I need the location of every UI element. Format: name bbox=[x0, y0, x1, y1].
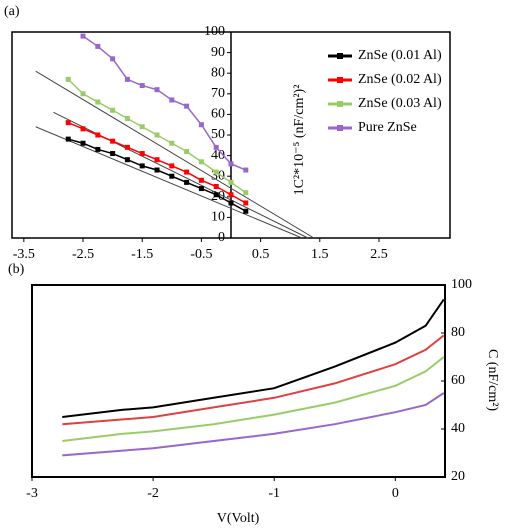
x-tick-label: 1.5 bbox=[311, 247, 329, 262]
data-point bbox=[95, 132, 101, 138]
y-tick-label: 20 bbox=[451, 469, 465, 484]
y-tick-label: 40 bbox=[451, 421, 465, 436]
plot-frame bbox=[31, 284, 446, 478]
data-point bbox=[80, 126, 86, 132]
data-point bbox=[184, 169, 190, 175]
data-point bbox=[243, 208, 249, 214]
y-tick-label: 80 bbox=[211, 65, 225, 80]
data-point bbox=[65, 76, 71, 82]
legend-label: Pure ZnSe bbox=[358, 120, 417, 135]
data-point bbox=[184, 179, 190, 185]
data-point bbox=[184, 148, 190, 154]
data-point bbox=[139, 163, 145, 169]
data-point bbox=[124, 157, 130, 163]
y-tick-label: 60 bbox=[451, 373, 465, 388]
legend-marker bbox=[337, 125, 343, 131]
data-point bbox=[169, 97, 175, 103]
x-axis-title: V(Volt) bbox=[217, 511, 260, 526]
legend-marker bbox=[337, 101, 343, 107]
legend-label: ZnSe (0.02 Al) bbox=[358, 72, 442, 87]
data-point bbox=[110, 151, 116, 157]
data-point bbox=[213, 144, 219, 150]
data-point bbox=[95, 146, 101, 152]
data-point bbox=[124, 144, 130, 150]
data-point bbox=[198, 186, 204, 192]
x-tick-label: -3 bbox=[26, 486, 38, 501]
y-tick-label: 90 bbox=[211, 45, 225, 60]
data-point bbox=[80, 140, 86, 146]
data-point bbox=[65, 120, 71, 126]
data-point bbox=[110, 138, 116, 144]
y-tick-label: 50 bbox=[211, 127, 225, 142]
data-point bbox=[124, 116, 130, 122]
data-point bbox=[154, 157, 160, 163]
data-point bbox=[228, 200, 234, 206]
data-point bbox=[80, 91, 86, 97]
y-tick-label: 70 bbox=[211, 86, 225, 101]
x-tick-label: -1 bbox=[268, 486, 280, 501]
series-line bbox=[62, 392, 445, 457]
y-tick-label: 100 bbox=[451, 277, 472, 292]
data-point bbox=[243, 167, 249, 173]
data-point bbox=[198, 122, 204, 128]
panel-label: (a) bbox=[4, 4, 20, 19]
data-point bbox=[139, 83, 145, 89]
data-point bbox=[95, 43, 101, 49]
data-point bbox=[169, 173, 175, 179]
data-point bbox=[243, 200, 249, 206]
data-point bbox=[154, 132, 160, 138]
x-tick-label: -1.5 bbox=[131, 247, 153, 262]
y-tick-label: 40 bbox=[211, 148, 225, 163]
x-tick-label: 2.5 bbox=[370, 247, 388, 262]
data-point bbox=[213, 184, 219, 189]
data-point bbox=[228, 179, 234, 185]
y-axis-title: C (nF/cm²) bbox=[485, 349, 500, 411]
legend-marker bbox=[337, 53, 343, 59]
x-tick-label: -0.5 bbox=[190, 247, 212, 262]
fit-line bbox=[35, 126, 303, 239]
y-tick-label: 60 bbox=[211, 107, 225, 122]
series-line bbox=[62, 298, 445, 418]
x-tick-label: -3.5 bbox=[13, 247, 35, 262]
x-tick-label: 0.5 bbox=[252, 247, 270, 262]
data-point bbox=[139, 124, 145, 130]
x-tick-label: 0 bbox=[392, 486, 399, 501]
series-line bbox=[62, 334, 445, 426]
data-point bbox=[110, 107, 116, 113]
data-point bbox=[243, 190, 249, 196]
data-point bbox=[169, 140, 175, 146]
data-point bbox=[124, 76, 130, 82]
fit-line bbox=[35, 70, 315, 239]
legend-label: ZnSe (0.01 Al) bbox=[358, 48, 442, 63]
data-point bbox=[198, 177, 204, 183]
data-point bbox=[198, 159, 204, 165]
x-tick-label: -2.5 bbox=[72, 247, 94, 262]
data-point bbox=[169, 163, 175, 169]
data-point bbox=[65, 136, 71, 142]
data-point bbox=[213, 169, 219, 175]
y-axis-title: 1C²*10⁻⁵ (nF/cm²)² bbox=[292, 85, 307, 196]
data-point bbox=[139, 151, 145, 157]
legend-marker bbox=[337, 77, 343, 83]
panel-label: (b) bbox=[8, 262, 25, 277]
y-tick-label: 100 bbox=[204, 24, 225, 39]
fit-line bbox=[53, 111, 309, 239]
data-point bbox=[95, 99, 101, 105]
y-tick-label: 0 bbox=[218, 230, 225, 245]
x-tick-label: -2 bbox=[147, 486, 159, 501]
legend-label: ZnSe (0.03 Al) bbox=[358, 96, 442, 111]
y-tick-label: 80 bbox=[451, 325, 465, 340]
data-point bbox=[110, 56, 116, 62]
data-point bbox=[184, 103, 190, 109]
data-point bbox=[228, 192, 234, 198]
data-point bbox=[213, 192, 219, 198]
data-point bbox=[154, 87, 160, 93]
data-point bbox=[228, 161, 234, 167]
data-point bbox=[80, 33, 86, 39]
series-line bbox=[62, 356, 445, 442]
data-point bbox=[154, 167, 160, 173]
y-tick-label: 10 bbox=[211, 210, 225, 225]
